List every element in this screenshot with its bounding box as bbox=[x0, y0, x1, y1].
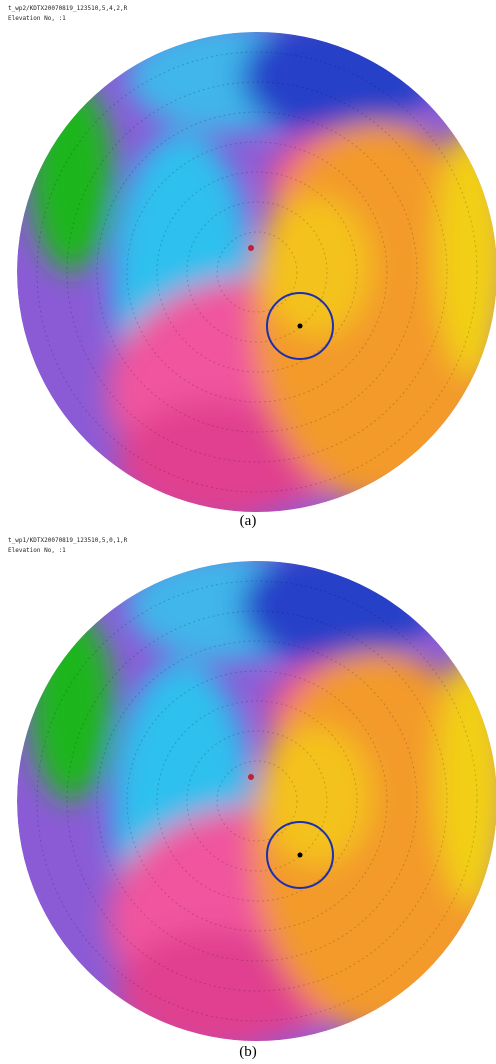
header-line: Elevation No, :1 bbox=[8, 547, 66, 554]
figure: t_wp2/KDTX20070819_123510,5,4,2,R Elevat… bbox=[0, 0, 496, 1064]
header-line: t_wp2/KDTX20070819_123510,5,4,2,R bbox=[8, 5, 128, 12]
panel-b: t_wp1/KDTX20070819_123510,5,0,1,R Elevat… bbox=[8, 537, 496, 1060]
radar-image bbox=[17, 546, 496, 1051]
caption: (b) bbox=[239, 1044, 257, 1060]
header-line: Elevation No, :1 bbox=[8, 15, 66, 22]
caption: (a) bbox=[240, 513, 257, 529]
panel-a: t_wp2/KDTX20070819_123510,5,4,2,R Elevat… bbox=[8, 5, 496, 529]
header-line: t_wp1/KDTX20070819_123510,5,0,1,R bbox=[8, 537, 128, 544]
radar-image bbox=[17, 17, 496, 522]
